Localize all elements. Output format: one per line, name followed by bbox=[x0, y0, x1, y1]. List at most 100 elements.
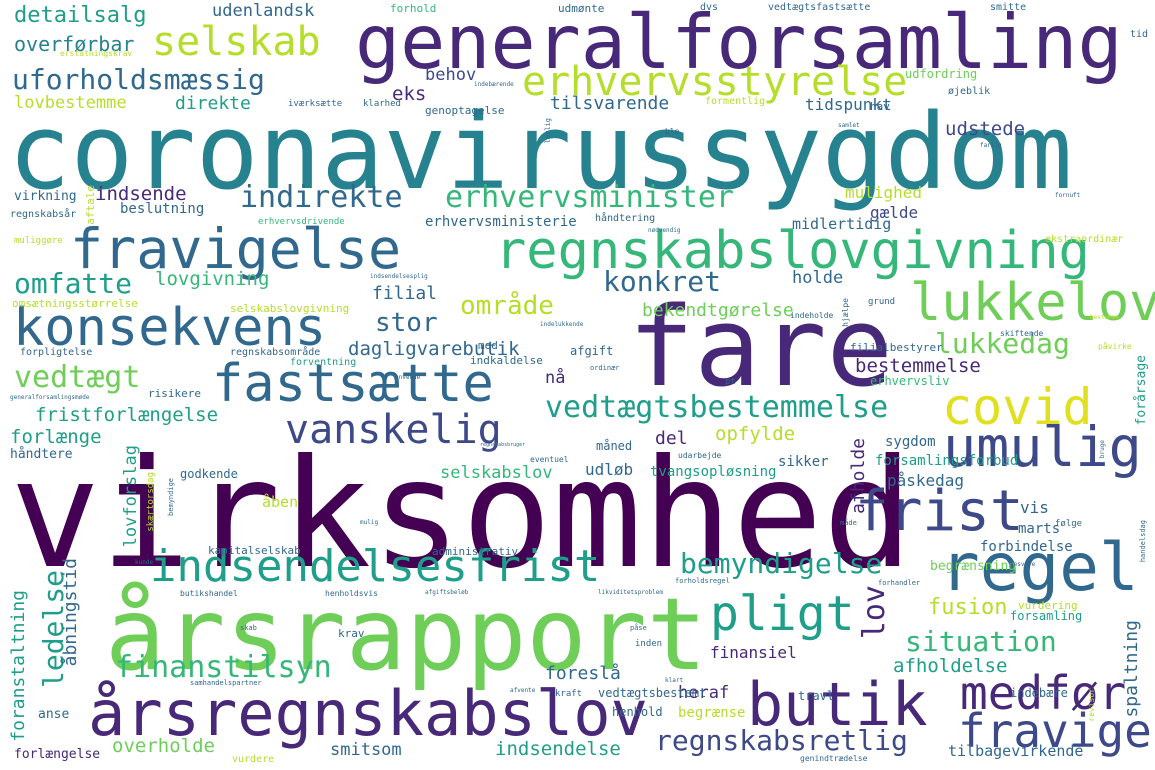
word-kraft: kraft bbox=[555, 689, 583, 699]
word-detailsalg: detailsalg bbox=[14, 3, 147, 28]
word-administrativ: administrativ bbox=[432, 545, 519, 558]
word-ekstraordinaer: ekstraordinær bbox=[1045, 234, 1124, 245]
word-fastsaette: fastsætte bbox=[212, 354, 494, 414]
word-marts: marts bbox=[1018, 521, 1061, 537]
word-anse: anse bbox=[38, 707, 70, 722]
word-butik: butik bbox=[747, 670, 928, 740]
word-indebaerende: indebærende bbox=[474, 81, 514, 88]
word-forsamling: forsamling bbox=[1010, 609, 1083, 623]
word-samhandelspartner: samhandelspartner bbox=[190, 679, 262, 687]
word-lovbestemme: lovbestemme bbox=[14, 93, 127, 113]
word-del: del bbox=[655, 428, 688, 449]
word-afholde: afholde bbox=[848, 438, 869, 514]
word-pligt: pligt bbox=[710, 586, 855, 642]
word-fusion: fusion bbox=[928, 595, 1008, 620]
word-afgiftsbelob: afgiftsbeløb bbox=[425, 589, 469, 596]
word-udlob: udløb bbox=[585, 460, 634, 479]
word-skaertorsdag: skærtorsdag bbox=[146, 472, 156, 532]
word-iværksaette: iværksætte bbox=[288, 99, 343, 109]
word-mulighed: mulighed bbox=[845, 183, 923, 202]
word-overholde: overholde bbox=[112, 735, 215, 757]
word-forlaengelse: forlængelse bbox=[14, 747, 101, 762]
word-selskab: selskab bbox=[152, 19, 321, 65]
word-holde: holde bbox=[792, 268, 844, 288]
word-erhvervsstyrelse: erhvervsstyrelse bbox=[522, 59, 908, 105]
word-mod: mod bbox=[478, 339, 498, 352]
word-udmonte: udmønte bbox=[558, 2, 605, 15]
word-erstatningskrav: erstatningskrav bbox=[60, 49, 133, 58]
word-indeholde: indeholde bbox=[790, 311, 834, 320]
word-folge: følge bbox=[1055, 519, 1083, 529]
word-smitte: smitte bbox=[990, 2, 1027, 13]
word-begraense: begrænse bbox=[678, 705, 746, 721]
word-generalforsamling: generalforsamling bbox=[355, 0, 1123, 86]
word-formentlig: formentlig bbox=[705, 96, 766, 107]
word-afvente: afvente bbox=[510, 687, 536, 694]
word-lukkedag: lukkedag bbox=[935, 327, 1070, 360]
word-indelukkende: indelukkende bbox=[540, 321, 584, 328]
word-tilsvarende: tilsvarende bbox=[550, 93, 670, 114]
word-forsamlingsforbud: forsamlingsforbud bbox=[875, 453, 1019, 469]
word-lov: lov bbox=[857, 585, 892, 640]
word-tidspunkt: tidspunkt bbox=[805, 95, 892, 114]
word-fristforlaengelse: fristforlængelse bbox=[35, 404, 219, 426]
word-kunde: kunde bbox=[135, 559, 154, 566]
word-handtering: håndtering bbox=[595, 213, 656, 224]
word-skiftende: skiftende bbox=[1000, 329, 1044, 338]
word-indkaldelse: indkaldelse bbox=[470, 354, 543, 367]
word-foranstaltning: foranstaltning bbox=[8, 590, 29, 742]
word-smitsom: smitsom bbox=[330, 740, 402, 760]
word-erhvervsministerie: erhvervsministerie bbox=[425, 214, 577, 230]
word-afholdelse: afholdelse bbox=[893, 655, 1008, 677]
word-lovforslag: lovforslag bbox=[121, 445, 141, 548]
word-forbindelse: forbindelse bbox=[980, 539, 1073, 555]
word-tilbagevirkende: tilbagevirkende bbox=[948, 742, 1084, 760]
word-indsendelsesfrist: indsendelsesfrist bbox=[150, 541, 601, 592]
word-vedtaegtsbestemmelse: vedtægtsbestemmelse bbox=[545, 390, 889, 425]
word-omrade: område bbox=[460, 291, 554, 321]
word-finansiel: finansiel bbox=[710, 643, 797, 662]
word-medfor: medfør bbox=[960, 666, 1127, 720]
word-selskabslovgivning: selskabslovgivning bbox=[230, 302, 350, 315]
word-pt: pt bbox=[725, 377, 736, 387]
word-indebaere: indebære bbox=[1010, 686, 1068, 700]
word-kapitalselskab: kapitalselskab bbox=[208, 544, 301, 557]
word-samlet: samlet bbox=[838, 122, 860, 129]
word-sikker: sikker bbox=[778, 454, 829, 470]
word-genoptagelse: genoptagelse bbox=[425, 104, 505, 117]
word-paskedag: påskedag bbox=[887, 471, 965, 490]
word-gaelde: gælde bbox=[870, 203, 919, 222]
word-risikere: risikere bbox=[148, 387, 201, 400]
word-vedtaegtsfastsaette: vedtægtsfastsætte bbox=[768, 2, 871, 13]
word-covid: covid bbox=[942, 378, 1093, 436]
word-fornuft: fornuft bbox=[1055, 192, 1081, 199]
word-hjaelpe: hjælpe bbox=[841, 298, 850, 327]
word-virksomhed: virksomhed bbox=[10, 428, 914, 602]
word-dagligvarebutik: dagligvarebutik bbox=[348, 338, 520, 360]
word-handelsdag: handelsdag bbox=[1139, 520, 1147, 563]
word-eventuel: eventuel bbox=[530, 455, 569, 464]
word-ojeblik: øjeblik bbox=[948, 86, 991, 97]
word-finanstilsyn: finanstilsyn bbox=[115, 650, 332, 685]
word-foresla: foreslå bbox=[545, 663, 621, 684]
word-forpligtelse: forpligtelse bbox=[20, 347, 93, 358]
word-lovlig: lovlig bbox=[544, 118, 552, 144]
word-arsregnskabslov: årsregnskabslov bbox=[88, 677, 648, 750]
word-erhvervsliv: erhvervsliv bbox=[870, 374, 950, 388]
word-omfatte: omfatte bbox=[14, 267, 133, 300]
word-uforholdsmaessig: uforholdsmæssig bbox=[12, 63, 265, 96]
word-bemyndige: bemyndige bbox=[167, 478, 175, 516]
word-regel: regel bbox=[940, 529, 1139, 606]
word-direkte: direkte bbox=[175, 93, 251, 114]
word-indsende: indsende bbox=[95, 183, 187, 205]
word-bruge: bruge bbox=[1099, 440, 1106, 459]
word-afgift: afgift bbox=[570, 344, 614, 358]
word-sygdom: sygdom bbox=[885, 434, 936, 450]
word-bekendtgorelse: bekendtgørelse bbox=[642, 300, 794, 321]
word-travl: travl bbox=[798, 689, 835, 703]
word-udarbejde: udarbejde bbox=[678, 451, 722, 460]
word-vedtaegt: vedtægt bbox=[14, 360, 141, 395]
word-filialbestyrer: filialbestyrer bbox=[850, 341, 943, 354]
word-overforbar: overførbar bbox=[14, 32, 135, 56]
